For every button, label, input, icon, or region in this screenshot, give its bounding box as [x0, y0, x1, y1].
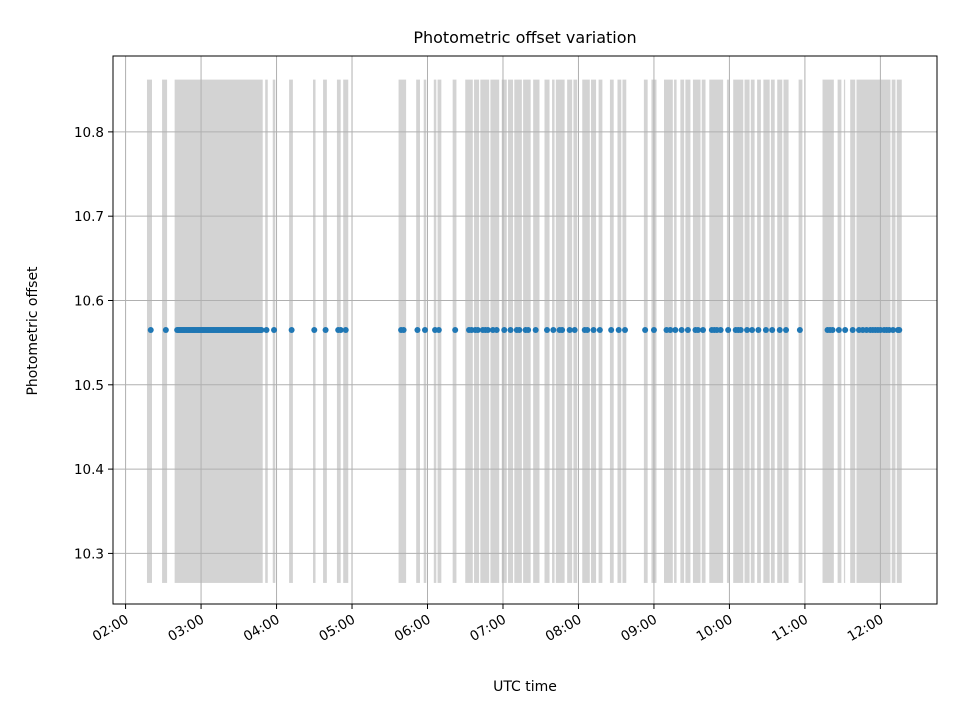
x-tick-label-7: 09:00: [618, 612, 660, 645]
x-tick-label-1: 03:00: [165, 612, 207, 645]
data-point-113: [622, 327, 629, 333]
y-axis-label: Photometric offset: [25, 266, 41, 396]
data-point-119: [678, 327, 685, 333]
data-point-74: [322, 327, 329, 333]
data-point-1: [162, 327, 169, 333]
data-point-127: [717, 327, 724, 333]
data-point-0: [147, 327, 154, 333]
data-point-99: [525, 327, 532, 333]
data-point-112: [615, 327, 622, 333]
data-point-88: [474, 327, 481, 333]
data-point-105: [566, 327, 573, 333]
data-point-104: [559, 327, 566, 333]
data-point-144: [842, 327, 849, 333]
data-point-106: [571, 327, 578, 333]
x-axis-label: UTC time: [493, 679, 557, 695]
x-tick-label-4: 06:00: [392, 612, 434, 645]
x-tick-label-9: 11:00: [769, 612, 811, 645]
data-point-135: [762, 327, 769, 333]
data-point-71: [271, 327, 278, 333]
data-point-120: [684, 327, 691, 333]
data-point-132: [744, 327, 751, 333]
y-tick-label-0: 10.3: [74, 546, 104, 562]
chart-title: Photometric offset variation: [413, 28, 636, 47]
data-point-143: [835, 327, 842, 333]
data-point-69: [258, 327, 265, 333]
data-points: [147, 327, 903, 333]
data-point-145: [849, 327, 856, 333]
y-tick-label-1: 10.4: [74, 462, 104, 478]
data-point-123: [700, 327, 707, 333]
x-tick-label-10: 12:00: [845, 612, 887, 645]
data-point-133: [749, 327, 756, 333]
x-tick-label-6: 08:00: [543, 612, 585, 645]
data-point-79: [400, 327, 407, 333]
data-point-77: [342, 327, 349, 333]
y-tick-label-3: 10.6: [74, 293, 104, 309]
x-tick-label-8: 10:00: [694, 612, 736, 645]
data-point-84: [452, 327, 459, 333]
data-point-70: [263, 327, 270, 333]
data-point-97: [516, 327, 523, 333]
data-point-136: [769, 327, 776, 333]
data-point-128: [725, 327, 732, 333]
data-point-102: [550, 327, 557, 333]
data-point-159: [896, 327, 903, 333]
data-point-108: [584, 327, 591, 333]
data-point-100: [532, 327, 539, 333]
data-point-111: [608, 327, 615, 333]
data-point-138: [783, 327, 790, 333]
data-point-83: [435, 327, 442, 333]
data-point-94: [501, 327, 508, 333]
data-point-142: [829, 327, 836, 333]
data-point-80: [414, 327, 421, 333]
data-point-157: [889, 327, 896, 333]
y-tick-label-4: 10.7: [74, 209, 104, 225]
data-point-72: [288, 327, 295, 333]
data-point-118: [672, 327, 679, 333]
plot-frame: [112, 55, 938, 605]
x-tick-label-5: 07:00: [467, 612, 509, 645]
data-point-139: [796, 327, 803, 333]
y-tick-label-2: 10.5: [74, 378, 104, 394]
data-point-110: [596, 327, 603, 333]
data-point-101: [544, 327, 551, 333]
data-point-131: [737, 327, 744, 333]
data-point-114: [642, 327, 649, 333]
x-tick-label-0: 02:00: [90, 612, 132, 645]
data-point-109: [590, 327, 597, 333]
data-point-137: [776, 327, 783, 333]
x-tick-label-3: 05:00: [316, 612, 358, 645]
data-point-117: [667, 327, 674, 333]
data-point-76: [337, 327, 344, 333]
data-point-115: [650, 327, 657, 333]
data-point-81: [421, 327, 428, 333]
y-tick-label-5: 10.8: [74, 125, 104, 141]
data-point-134: [755, 327, 762, 333]
x-tick-label-2: 04:00: [241, 612, 283, 645]
data-point-93: [493, 327, 500, 333]
data-point-91: [484, 327, 491, 333]
data-point-122: [694, 327, 701, 333]
data-point-73: [311, 327, 318, 333]
data-point-95: [507, 327, 514, 333]
